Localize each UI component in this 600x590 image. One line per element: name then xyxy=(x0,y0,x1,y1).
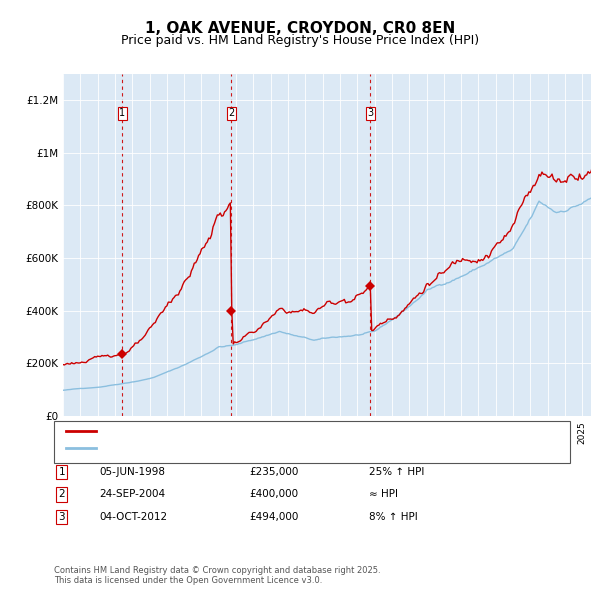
Text: 1: 1 xyxy=(58,467,65,477)
Text: 04-OCT-2012: 04-OCT-2012 xyxy=(99,512,167,522)
Text: 1, OAK AVENUE, CROYDON, CR0 8EN: 1, OAK AVENUE, CROYDON, CR0 8EN xyxy=(145,21,455,35)
Text: 1: 1 xyxy=(119,108,125,118)
Text: 25% ↑ HPI: 25% ↑ HPI xyxy=(369,467,424,477)
Text: 05-JUN-1998: 05-JUN-1998 xyxy=(99,467,165,477)
Text: 1, OAK AVENUE, CROYDON, CR0 8EN (detached house): 1, OAK AVENUE, CROYDON, CR0 8EN (detache… xyxy=(105,427,391,436)
Text: HPI: Average price, detached house, Croydon: HPI: Average price, detached house, Croy… xyxy=(105,443,341,453)
Text: 2: 2 xyxy=(58,490,65,499)
Text: 3: 3 xyxy=(367,108,374,118)
Text: ≈ HPI: ≈ HPI xyxy=(369,490,398,499)
Text: Contains HM Land Registry data © Crown copyright and database right 2025.
This d: Contains HM Land Registry data © Crown c… xyxy=(54,566,380,585)
Text: £235,000: £235,000 xyxy=(249,467,298,477)
Text: 8% ↑ HPI: 8% ↑ HPI xyxy=(369,512,418,522)
Text: £494,000: £494,000 xyxy=(249,512,298,522)
Text: £400,000: £400,000 xyxy=(249,490,298,499)
Text: Price paid vs. HM Land Registry's House Price Index (HPI): Price paid vs. HM Land Registry's House … xyxy=(121,34,479,47)
Text: 2: 2 xyxy=(229,108,235,118)
Text: 3: 3 xyxy=(58,512,65,522)
Text: 24-SEP-2004: 24-SEP-2004 xyxy=(99,490,165,499)
